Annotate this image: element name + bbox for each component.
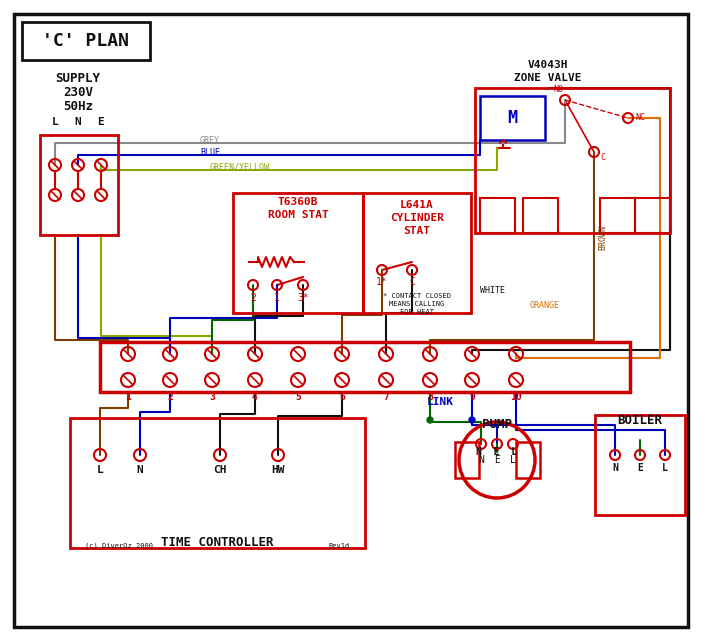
Text: 10: 10: [510, 392, 522, 402]
Text: N: N: [612, 463, 618, 473]
Circle shape: [469, 417, 475, 423]
Text: 9: 9: [469, 392, 475, 402]
Text: T6360B: T6360B: [278, 197, 318, 207]
Text: E: E: [637, 463, 643, 473]
Text: M: M: [507, 109, 517, 127]
Text: ORANGE: ORANGE: [530, 301, 560, 310]
Text: C: C: [409, 277, 415, 287]
Text: N: N: [74, 117, 81, 127]
Text: BROWN: BROWN: [598, 225, 607, 250]
Text: CYLINDER: CYLINDER: [390, 213, 444, 223]
Text: 230V: 230V: [63, 85, 93, 99]
Text: V4043H: V4043H: [528, 60, 568, 70]
Text: 4: 4: [252, 392, 258, 402]
Text: LINK: LINK: [427, 397, 453, 407]
Text: 8: 8: [427, 392, 433, 402]
Text: E: E: [494, 455, 500, 465]
Text: PUMP: PUMP: [482, 419, 512, 431]
Text: MEANS CALLING: MEANS CALLING: [390, 301, 444, 307]
Text: GREEN/YELLOW: GREEN/YELLOW: [210, 163, 270, 172]
Text: E: E: [98, 117, 105, 127]
Text: Rev1d: Rev1d: [329, 543, 350, 549]
Text: SUPPLY: SUPPLY: [55, 72, 100, 85]
Circle shape: [427, 417, 433, 423]
Text: 5: 5: [295, 392, 301, 402]
Text: 2: 2: [167, 392, 173, 402]
Text: ZONE VALVE: ZONE VALVE: [515, 73, 582, 83]
Text: (c) DiverOz 2000: (c) DiverOz 2000: [85, 543, 153, 549]
Text: L: L: [97, 465, 103, 475]
Text: NO: NO: [553, 85, 563, 94]
Text: L641A: L641A: [400, 200, 434, 210]
Text: 3: 3: [209, 392, 215, 402]
Text: N: N: [137, 465, 143, 475]
Text: NC: NC: [635, 113, 645, 122]
Text: 'C' PLAN: 'C' PLAN: [43, 32, 129, 50]
Text: L: L: [510, 455, 516, 465]
Text: 1: 1: [125, 392, 131, 402]
Text: L: L: [662, 463, 668, 473]
Text: * CONTACT CLOSED: * CONTACT CLOSED: [383, 293, 451, 299]
Text: 7: 7: [383, 392, 389, 402]
Text: STAT: STAT: [404, 226, 430, 236]
Text: 1: 1: [274, 293, 280, 303]
Text: BOILER: BOILER: [618, 413, 663, 426]
Text: WHITE: WHITE: [480, 286, 505, 295]
Text: 3*: 3*: [297, 293, 309, 303]
Text: HW: HW: [271, 465, 285, 475]
Text: ROOM STAT: ROOM STAT: [267, 210, 329, 220]
Text: 2: 2: [250, 293, 256, 303]
Text: GREY: GREY: [200, 136, 220, 145]
Text: 50Hz: 50Hz: [63, 99, 93, 113]
Text: BLUE: BLUE: [200, 148, 220, 157]
Text: C: C: [600, 153, 605, 163]
Text: L: L: [52, 117, 58, 127]
Text: CH: CH: [213, 465, 227, 475]
Text: FOR HEAT: FOR HEAT: [400, 309, 434, 315]
Text: 1*: 1*: [376, 277, 388, 287]
Text: N: N: [478, 455, 484, 465]
Text: TIME CONTROLLER: TIME CONTROLLER: [161, 537, 273, 549]
Text: N  E  L: N E L: [477, 447, 517, 457]
Text: 6: 6: [339, 392, 345, 402]
